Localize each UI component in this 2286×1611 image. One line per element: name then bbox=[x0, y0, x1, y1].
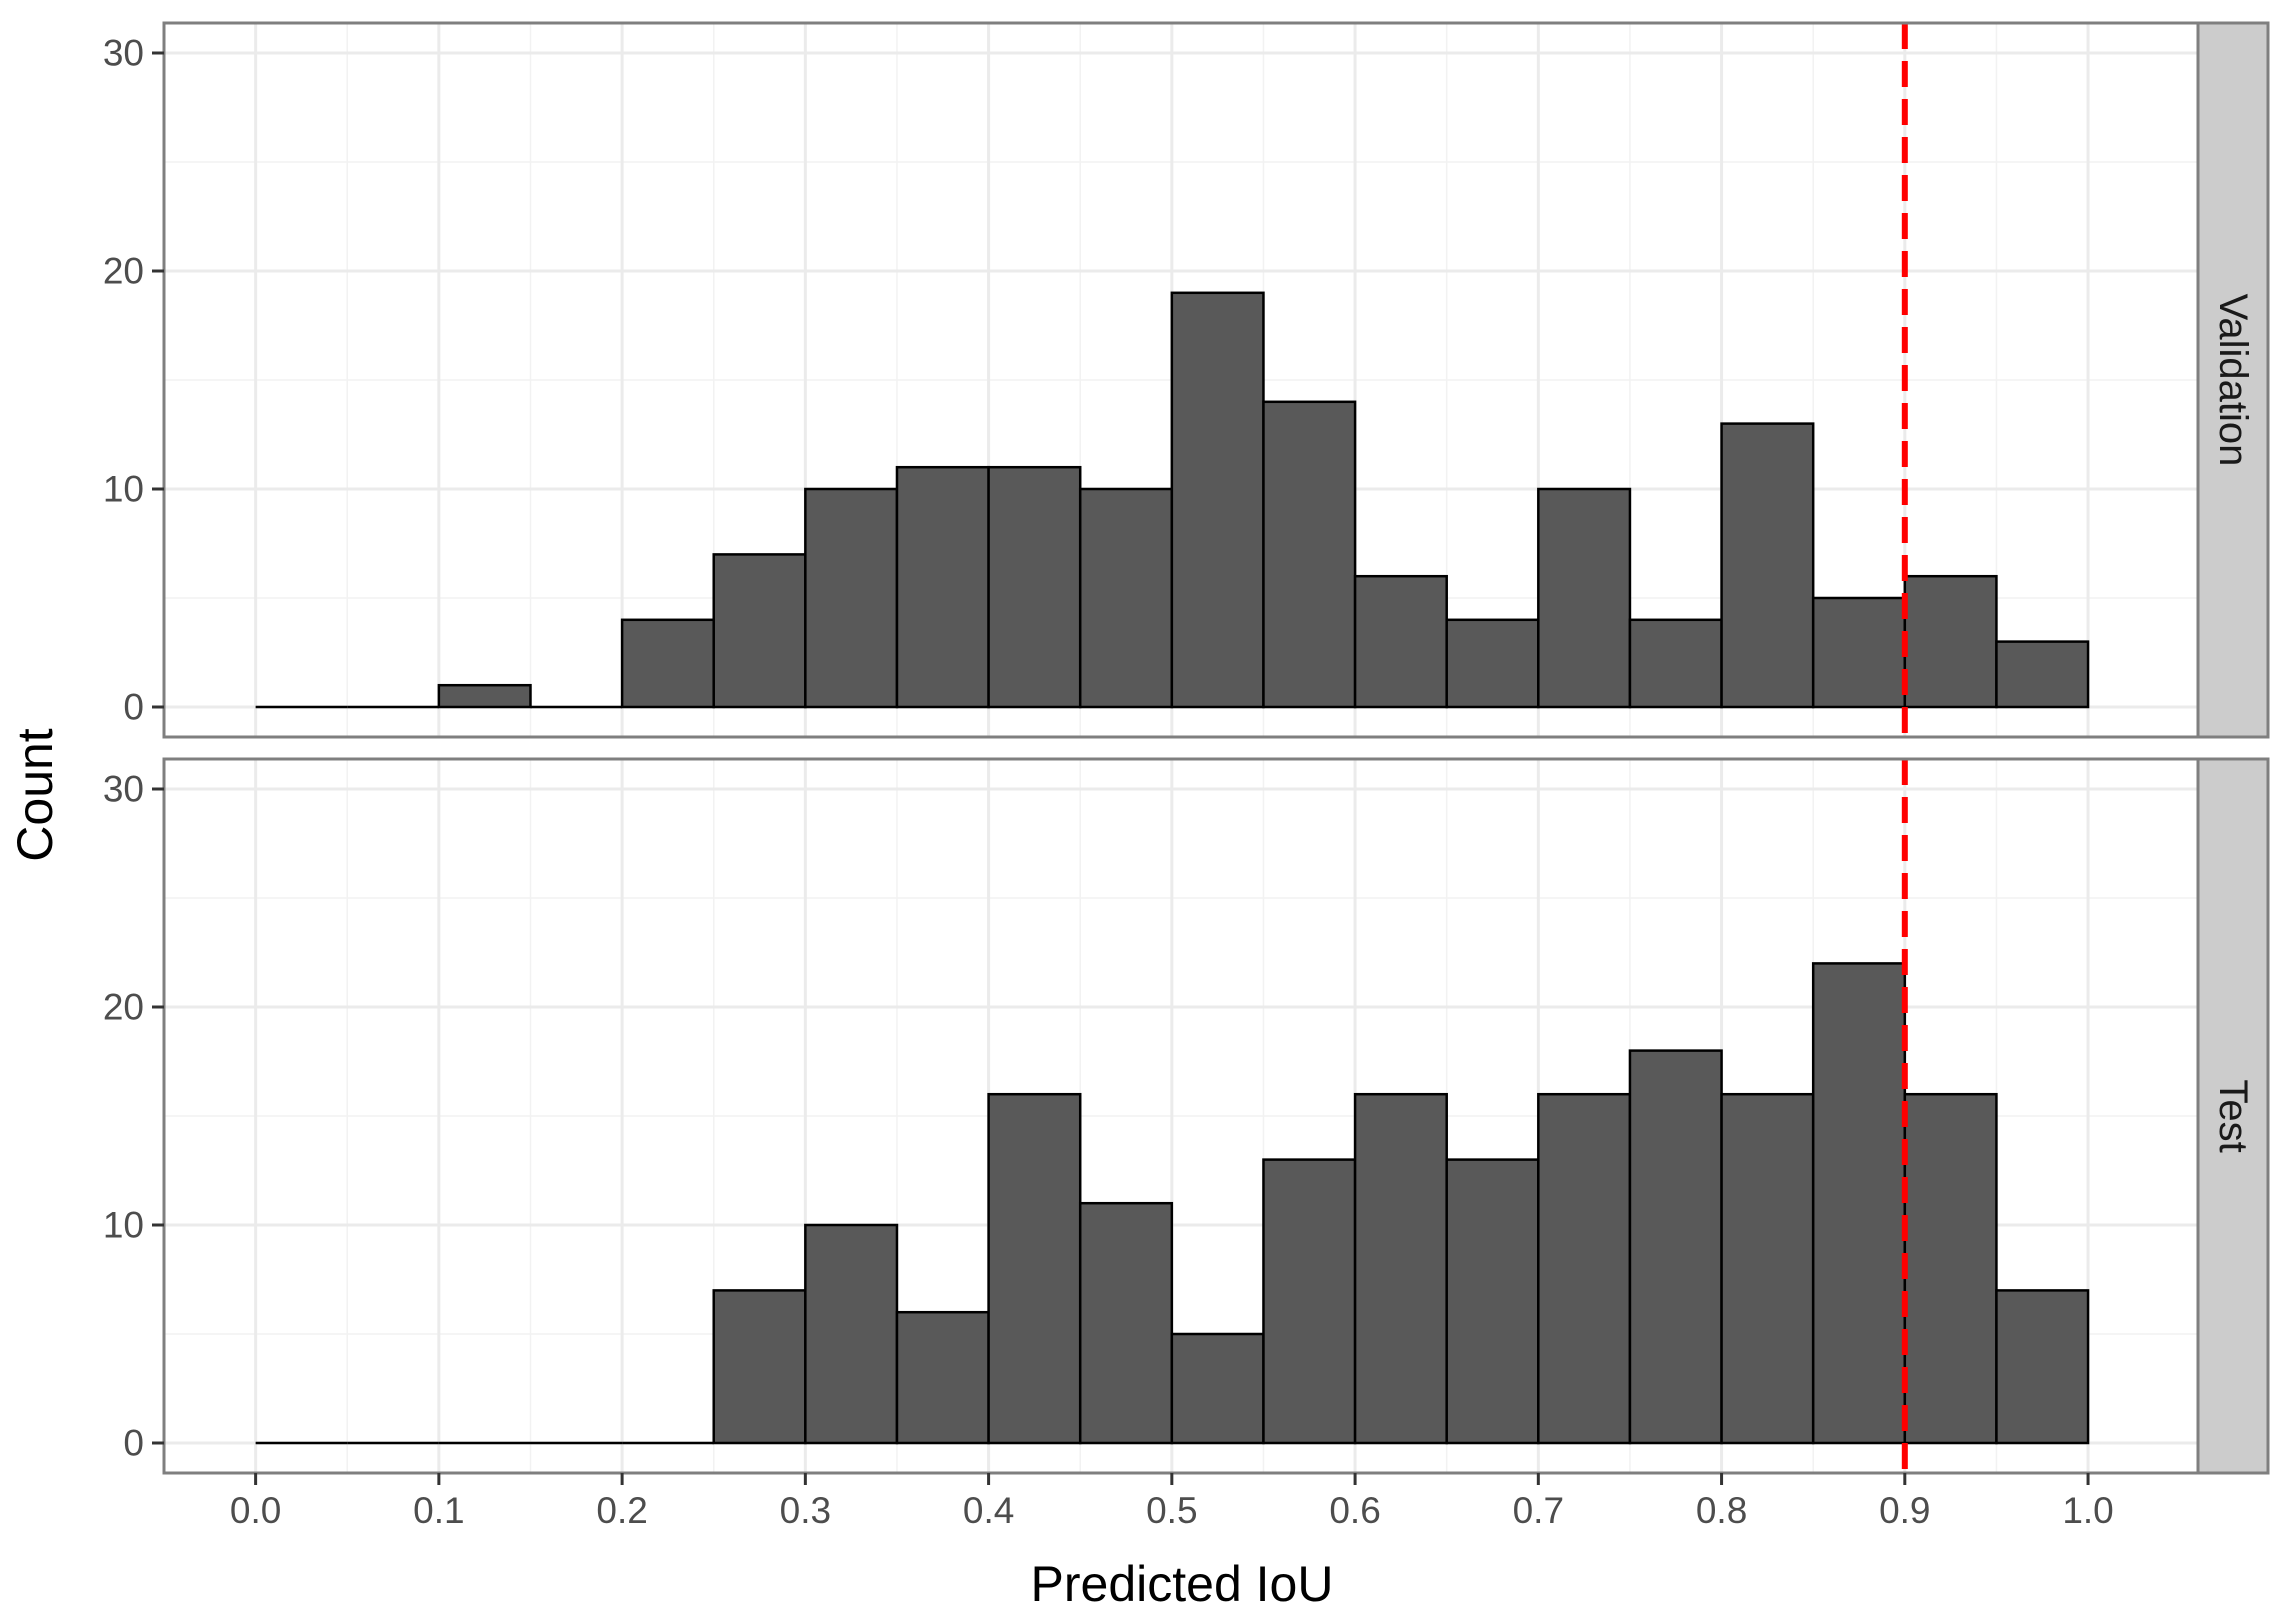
histogram-bar bbox=[1445, 618, 1540, 709]
x-tick-label: 0.3 bbox=[780, 1490, 831, 1531]
histogram-bar bbox=[1628, 618, 1723, 709]
histogram-bar bbox=[1170, 1332, 1265, 1445]
histogram-bar bbox=[1353, 1092, 1448, 1445]
histogram-bar bbox=[1903, 574, 1998, 709]
histogram-bar bbox=[1720, 1092, 1815, 1445]
histogram-bar bbox=[712, 553, 807, 709]
histogram-bar bbox=[1445, 1158, 1540, 1445]
histogram-bar bbox=[1628, 1049, 1723, 1445]
facet-strip bbox=[2196, 757, 2270, 1475]
histogram-bar bbox=[1811, 962, 1907, 1445]
histogram-bar bbox=[1078, 1201, 1174, 1445]
x-tick-label: 0.8 bbox=[1696, 1490, 1747, 1531]
histogram-bar bbox=[1170, 291, 1265, 709]
histogram-bar bbox=[1537, 487, 1632, 709]
histogram-bar bbox=[987, 465, 1082, 709]
histogram-bar bbox=[1262, 400, 1357, 709]
facet-strip-label: Test bbox=[2211, 1079, 2255, 1152]
x-axis-title: Predicted IoU bbox=[1031, 1556, 1334, 1611]
x-tick-label: 1.0 bbox=[2062, 1490, 2113, 1531]
histogram-bar bbox=[437, 683, 532, 709]
histogram-bar bbox=[895, 1310, 990, 1445]
x-tick-label: 0.7 bbox=[1513, 1490, 1564, 1531]
histogram-bar bbox=[1995, 640, 2090, 709]
histogram-bar bbox=[620, 618, 715, 709]
y-tick-label: 30 bbox=[103, 33, 144, 74]
histogram-bar bbox=[1720, 422, 1815, 709]
histogram-bar bbox=[804, 487, 899, 709]
y-tick-label: 20 bbox=[103, 251, 144, 292]
histogram-bar bbox=[804, 1223, 899, 1445]
x-tick-label: 0.2 bbox=[596, 1490, 647, 1531]
histogram-bar bbox=[987, 1092, 1082, 1445]
histogram-bar bbox=[712, 1289, 807, 1445]
x-tick-label: 0.4 bbox=[963, 1490, 1014, 1531]
facet-strip-label: Validation bbox=[2211, 294, 2255, 467]
y-tick-label: 0 bbox=[123, 687, 144, 728]
facet-strip bbox=[2196, 21, 2270, 739]
y-tick-label: 30 bbox=[103, 769, 144, 810]
histogram-bar bbox=[1353, 574, 1448, 709]
y-tick-label: 20 bbox=[103, 987, 144, 1028]
histogram-bar bbox=[1262, 1158, 1357, 1445]
histogram-bar bbox=[1078, 487, 1174, 709]
histogram-bar bbox=[895, 465, 990, 709]
histogram-bar bbox=[1995, 1289, 2090, 1445]
facet-panel-validation: Validation 0 10 20 30 bbox=[103, 21, 2270, 739]
x-tick-label: 0.5 bbox=[1146, 1490, 1197, 1531]
facet-panel-test: Test 0 10 20 30 bbox=[103, 757, 2270, 1475]
histogram-bar bbox=[1903, 1092, 1998, 1445]
x-tick-label: 0.9 bbox=[1879, 1490, 1930, 1531]
histogram-bar bbox=[1537, 1092, 1632, 1445]
x-tick-label: 0.6 bbox=[1329, 1490, 1380, 1531]
y-axis-title: Count bbox=[7, 728, 63, 862]
y-tick-label: 10 bbox=[103, 469, 144, 510]
histogram-bar bbox=[1811, 596, 1907, 709]
x-tick-label: 0.1 bbox=[413, 1490, 464, 1531]
y-tick-label: 0 bbox=[123, 1423, 144, 1464]
y-tick-label: 10 bbox=[103, 1205, 144, 1246]
x-tick-label: 0.0 bbox=[230, 1490, 281, 1531]
